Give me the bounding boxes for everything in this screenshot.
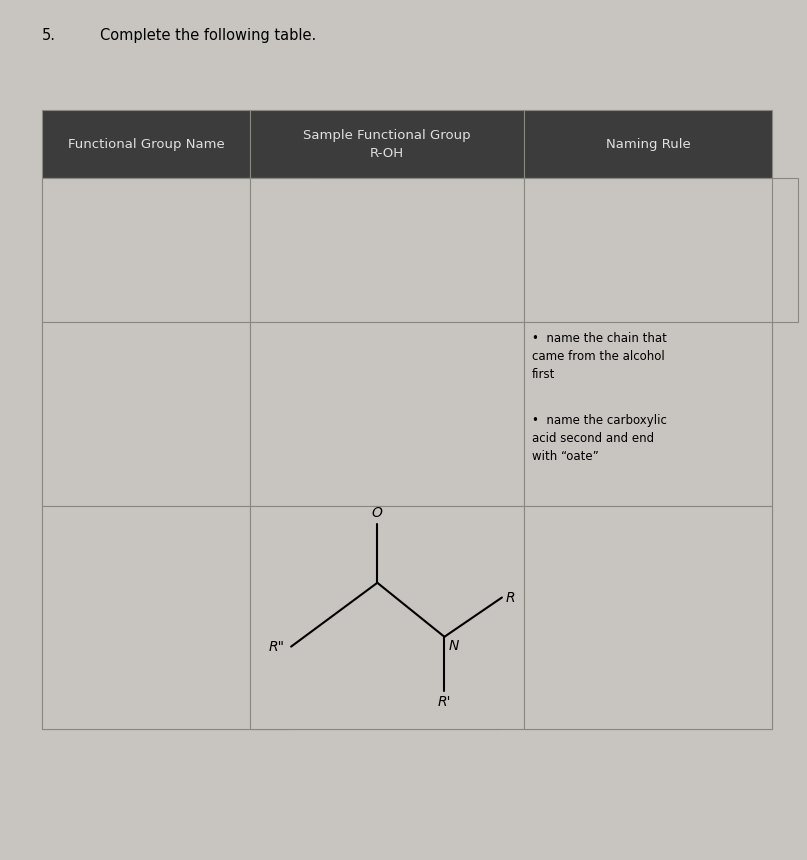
Bar bbox=[524, 506, 772, 729]
Bar bbox=[42, 506, 291, 729]
Bar bbox=[42, 110, 250, 178]
Bar bbox=[524, 322, 772, 506]
Bar bbox=[250, 110, 524, 178]
Text: Naming Rule: Naming Rule bbox=[605, 138, 690, 150]
Bar bbox=[250, 178, 524, 322]
Bar bbox=[250, 506, 498, 729]
Bar bbox=[524, 178, 772, 322]
Text: Complete the following table.: Complete the following table. bbox=[100, 28, 316, 43]
Bar bbox=[524, 178, 797, 322]
Text: R": R" bbox=[269, 640, 285, 654]
Bar bbox=[42, 322, 250, 506]
Bar bbox=[250, 178, 524, 322]
Text: R: R bbox=[506, 591, 516, 605]
Text: •  name the chain that
came from the alcohol
first: • name the chain that came from the alco… bbox=[532, 333, 667, 381]
Text: 5.: 5. bbox=[42, 28, 56, 43]
Bar bbox=[250, 322, 524, 506]
Text: Functional Group Name: Functional Group Name bbox=[68, 138, 224, 150]
Bar bbox=[524, 506, 772, 729]
Bar bbox=[42, 178, 250, 322]
Text: R': R' bbox=[437, 695, 451, 709]
Bar bbox=[524, 110, 772, 178]
Bar bbox=[524, 322, 772, 506]
Bar bbox=[42, 322, 291, 506]
Bar bbox=[250, 322, 498, 506]
Text: Sample Functional Group
R-OH: Sample Functional Group R-OH bbox=[303, 129, 470, 160]
Bar bbox=[250, 506, 524, 729]
Bar bbox=[42, 506, 250, 729]
Text: O: O bbox=[372, 506, 383, 519]
Text: N: N bbox=[449, 639, 459, 653]
Bar bbox=[42, 178, 316, 322]
Text: •  name the carboxylic
acid second and end
with “oate”: • name the carboxylic acid second and en… bbox=[532, 415, 667, 464]
